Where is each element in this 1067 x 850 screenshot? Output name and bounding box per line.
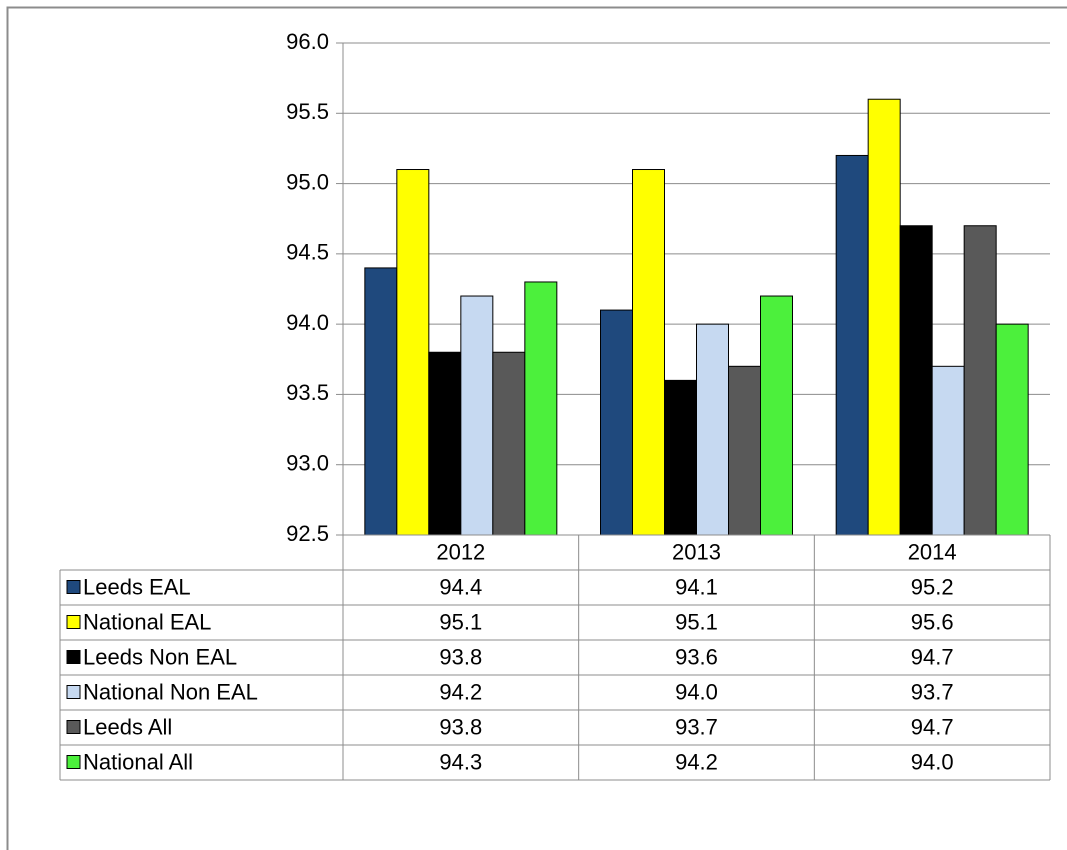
legend-label: Leeds All [83, 714, 172, 739]
bar [899, 225, 933, 536]
table-value: 93.8 [439, 644, 482, 669]
bar [867, 98, 901, 536]
table-value: 95.1 [439, 609, 482, 634]
bar [600, 309, 633, 536]
bar [963, 225, 997, 536]
y-tick-label: 94.0 [286, 310, 329, 335]
table-value: 94.7 [911, 714, 954, 739]
table-value: 93.8 [439, 714, 482, 739]
bar [460, 295, 494, 536]
bar [931, 365, 965, 536]
y-tick-label: 95.5 [286, 99, 329, 124]
bar [995, 323, 1029, 536]
table-value: 95.1 [675, 609, 718, 634]
x-tick-label: 2012 [436, 539, 485, 564]
bar [760, 295, 793, 536]
table-value: 94.3 [439, 749, 482, 774]
y-tick-label: 93.5 [286, 380, 329, 405]
y-tick-label: 96.0 [286, 29, 329, 54]
legend-key [66, 615, 81, 629]
bar [364, 267, 398, 536]
table-value: 94.4 [439, 574, 482, 599]
table-value: 94.0 [675, 679, 718, 704]
bar [696, 323, 729, 536]
legend-label: Leeds EAL [83, 574, 191, 599]
table-value: 94.7 [911, 644, 954, 669]
x-tick-label: 2014 [908, 539, 957, 564]
bar [632, 169, 665, 536]
legend-key [66, 720, 81, 734]
x-tick-label: 2013 [672, 539, 721, 564]
table-value: 93.7 [675, 714, 718, 739]
bar [835, 154, 869, 536]
bar [728, 365, 761, 536]
frame [6, 6, 1067, 850]
legend-key [66, 580, 81, 594]
y-tick-label: 93.0 [286, 451, 329, 476]
legend-label: National Non EAL [83, 679, 258, 704]
bar [524, 281, 558, 536]
table-value: 94.2 [675, 749, 718, 774]
bar [664, 379, 697, 536]
legend-key [66, 755, 81, 769]
bar [428, 351, 462, 536]
legend-label: Leeds Non EAL [83, 644, 237, 669]
legend-key [66, 685, 81, 699]
bar [396, 169, 430, 536]
bar [492, 351, 526, 536]
table-value: 93.7 [911, 679, 954, 704]
table-value: 94.0 [911, 749, 954, 774]
table-value: 94.1 [675, 574, 718, 599]
table-value: 93.6 [675, 644, 718, 669]
y-tick-label: 92.5 [286, 521, 329, 546]
table-value: 95.2 [911, 574, 954, 599]
table-value: 94.2 [439, 679, 482, 704]
legend-label: National All [83, 749, 193, 774]
legend-key [66, 650, 81, 664]
y-tick-label: 95.0 [286, 169, 329, 194]
legend-label: National EAL [83, 609, 211, 634]
y-tick-label: 94.5 [286, 240, 329, 265]
table-value: 95.6 [911, 609, 954, 634]
